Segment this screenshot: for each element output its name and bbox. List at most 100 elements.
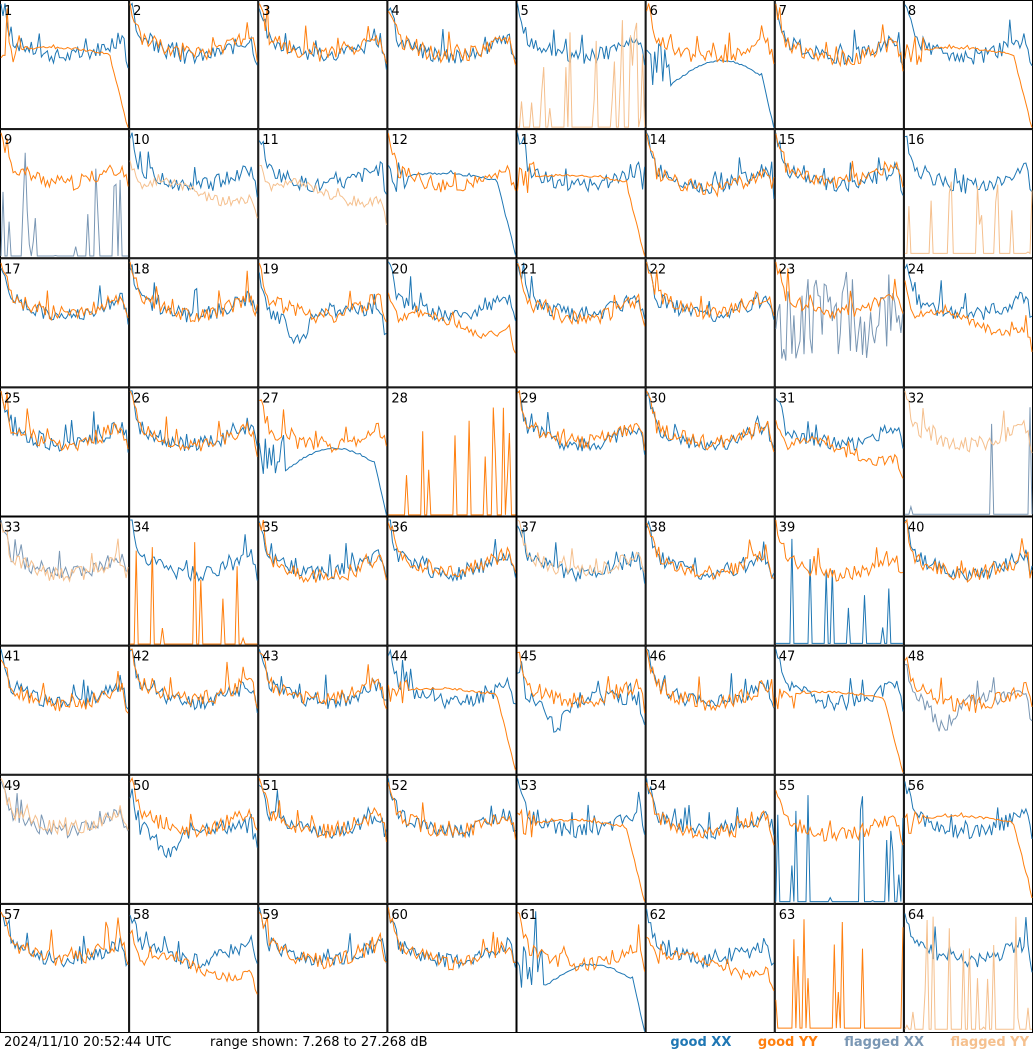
panel-40: 40	[903, 516, 1033, 646]
series-yy-good	[517, 651, 646, 714]
panel-57: 57	[0, 903, 130, 1033]
panel-frame	[0, 129, 130, 259]
panel-frame	[129, 0, 259, 130]
panel-frame	[387, 645, 517, 775]
series-xx-good	[517, 132, 646, 193]
series-yy-good	[258, 911, 387, 970]
panel-frame	[774, 516, 904, 646]
panel-frame	[645, 645, 775, 775]
series-yy-good	[387, 679, 516, 771]
panel-label: 3	[262, 4, 270, 19]
series-yy-flagged	[904, 390, 1033, 454]
series-yy-good	[775, 133, 904, 189]
series-yy-good	[387, 907, 516, 971]
panel-6: 6	[645, 0, 775, 130]
panel-label: 28	[391, 391, 408, 406]
series-yy-good	[387, 782, 516, 840]
panel-59: 59	[258, 903, 388, 1033]
series-yy-good	[646, 133, 775, 198]
panel-31: 31	[774, 387, 904, 517]
panel-39: 39	[774, 516, 904, 646]
panel-frame	[0, 387, 130, 517]
series-xx-good	[258, 434, 387, 516]
panel-label: 10	[133, 133, 150, 148]
series-yy-good	[775, 688, 904, 773]
series-xx-good	[904, 263, 1033, 320]
panel-frame	[129, 387, 259, 517]
series-yy-good	[646, 649, 775, 712]
series-yy-good	[646, 936, 775, 991]
legend-good-yy: good YY	[757, 1035, 818, 1050]
series-xx-good	[775, 398, 904, 451]
panel-label: 18	[133, 262, 150, 277]
series-yy-good	[388, 407, 516, 516]
series-yy-good	[129, 261, 258, 323]
panel-frame	[903, 774, 1033, 904]
panel-label: 35	[262, 521, 279, 536]
series-xx-good	[517, 778, 646, 839]
panel-label: 47	[779, 650, 796, 665]
panel-label: 11	[262, 133, 279, 148]
panel-63: 63	[774, 903, 904, 1033]
panel-label: 60	[391, 908, 408, 923]
panel-label: 16	[908, 133, 925, 148]
panel-label: 64	[908, 908, 925, 923]
series-yy-good	[258, 778, 387, 842]
panel-17: 17	[0, 258, 130, 388]
panel-label: 27	[262, 391, 279, 406]
series-yy-good	[258, 3, 387, 64]
panel-label: 39	[779, 521, 796, 536]
panel-frame	[387, 903, 517, 1033]
panel-27: 27	[258, 387, 388, 517]
series-yy-flagged	[517, 519, 646, 577]
panel-label: 22	[650, 262, 667, 277]
panel-frame	[903, 387, 1033, 517]
series-xx-good	[129, 264, 258, 323]
panel-label: 55	[779, 779, 796, 794]
panel-54: 54	[645, 774, 775, 904]
panel-label: 29	[521, 391, 538, 406]
panel-10: 10	[129, 129, 259, 259]
panel-label: 59	[262, 908, 279, 923]
panel-36: 36	[387, 516, 517, 646]
panel-48: 48	[903, 645, 1033, 775]
panel-frame	[258, 0, 388, 130]
series-xx-good	[517, 911, 646, 1032]
series-yy-flagged	[259, 164, 387, 225]
panel-label: 33	[4, 521, 21, 536]
series-xx-good	[904, 4, 1033, 66]
panel-label: 52	[391, 779, 408, 794]
series-yy-good	[259, 652, 387, 710]
panel-45: 45	[516, 645, 646, 775]
series-yy-flagged	[0, 522, 129, 583]
series-xx-flagged	[0, 152, 129, 257]
panel-15: 15	[774, 129, 904, 259]
panel-frame	[387, 258, 517, 388]
panel-label: 37	[521, 521, 538, 536]
series-xx-good	[387, 907, 516, 970]
panel-label: 49	[4, 779, 21, 794]
series-xx-good	[0, 912, 129, 968]
panel-7: 7	[774, 0, 904, 130]
series-yy-good	[517, 262, 646, 327]
series-yy-good	[775, 519, 904, 582]
series-xx-good	[646, 261, 775, 323]
series-yy-good	[0, 8, 129, 128]
panel-frame	[774, 903, 904, 1033]
panel-label: 34	[133, 521, 150, 536]
series-xx-good	[904, 135, 1033, 194]
series-yy-good	[775, 261, 904, 320]
series-yy-good	[130, 648, 258, 709]
panel-38: 38	[645, 516, 775, 646]
panel-frame	[645, 903, 775, 1033]
series-yy-good	[904, 518, 1033, 583]
series-yy-good	[258, 519, 387, 584]
series-yy-good	[387, 522, 516, 578]
series-xx-good	[646, 42, 775, 128]
legend-flagged-yy: flagged YY	[950, 1035, 1030, 1050]
panel-1: 1	[0, 0, 130, 130]
panel-50: 50	[129, 774, 259, 904]
panel-label: 44	[391, 650, 408, 665]
panel-frame	[516, 774, 646, 904]
panel-frame	[645, 258, 775, 388]
